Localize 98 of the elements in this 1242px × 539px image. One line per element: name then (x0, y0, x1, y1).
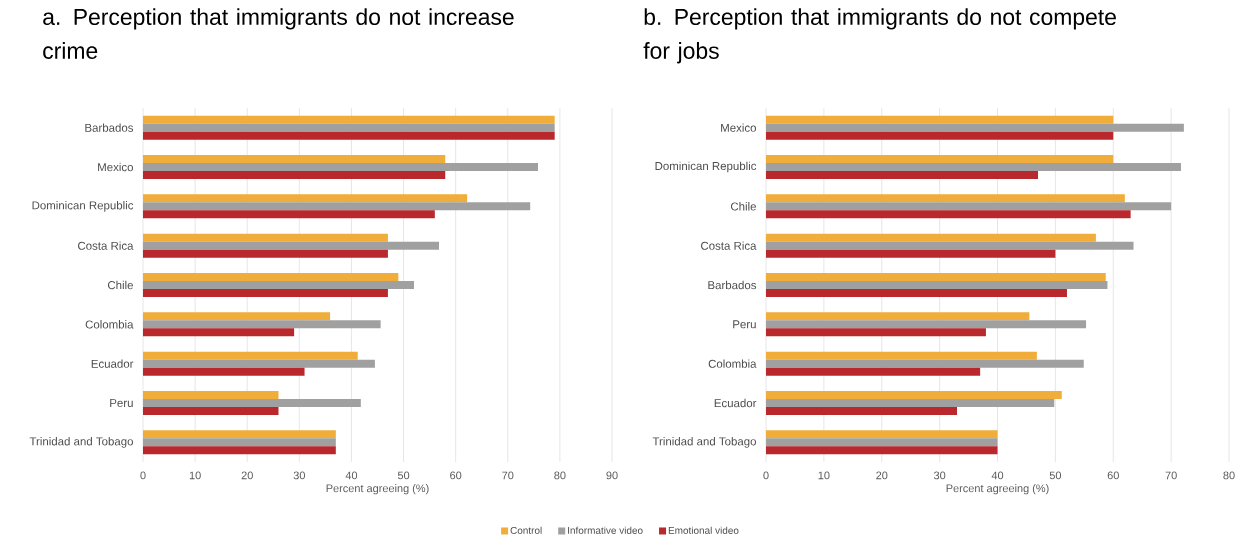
bar (766, 194, 1125, 203)
bar (766, 438, 998, 447)
x-tick-label: 80 (554, 471, 566, 480)
bar (766, 241, 1134, 250)
x-tick-label: 50 (397, 471, 410, 480)
y-tick-label: Chile (107, 280, 133, 290)
chart-title: a. Perception that immigrants do not increase crime (43, 8, 514, 59)
bar (766, 320, 1087, 329)
x-tick-label: 60 (450, 471, 462, 480)
x-tick-label: 40 (991, 471, 1004, 480)
x-tick-label: 0 (763, 471, 769, 480)
y-tick-label: Mexico (721, 123, 757, 132)
bar (766, 280, 1108, 289)
x-tick-label: 30 (293, 471, 305, 480)
bar (143, 406, 279, 415)
bar (143, 280, 414, 289)
x-tick-label: 90 (606, 471, 618, 480)
x-tick-label: 70 (502, 471, 514, 480)
bar (766, 249, 1056, 258)
bar (143, 123, 555, 132)
bar (143, 312, 331, 321)
bar (143, 272, 399, 281)
legend-label: Informative video (568, 526, 643, 534)
y-tick-label: Trinidad and Tobago (652, 436, 756, 448)
x-tick-label: 0 (140, 471, 146, 480)
x-tick-label: 30 (933, 471, 946, 480)
bar (143, 430, 336, 439)
bar (766, 398, 1055, 407)
bar (766, 123, 1184, 132)
bar (143, 249, 388, 258)
y-tick-label: Barbados (85, 123, 134, 132)
chart-title: b. Perception that immigrants do not compete for jobs (643, 8, 1116, 64)
bar (766, 359, 1084, 368)
bar (143, 115, 555, 124)
y-tick-label: Ecuador (714, 398, 757, 408)
y-tick-label: Barbados (708, 280, 757, 290)
bar (766, 115, 1114, 124)
bar (766, 154, 1114, 163)
y-tick-label: Dominican Republic (655, 161, 757, 173)
y-tick-label: Costa Rica (701, 241, 757, 250)
bar (143, 398, 361, 407)
x-tick-label: 50 (1049, 471, 1062, 480)
bar (766, 131, 1114, 140)
bar (143, 210, 435, 219)
bar (143, 202, 531, 211)
bar (143, 320, 381, 329)
y-tick-label: Peru (733, 320, 756, 329)
y-tick-label: Trinidad and Tobago (29, 436, 133, 448)
bar (766, 162, 1181, 171)
y-tick-label: Mexico (98, 162, 133, 172)
x-axis-title: Percent agreeing (%) (326, 483, 429, 495)
bar (143, 351, 358, 360)
y-tick-label: Ecuador (91, 359, 134, 368)
bar (766, 390, 1062, 399)
bar (143, 154, 446, 163)
x-tick-label: 10 (818, 471, 830, 480)
bar (143, 233, 388, 242)
bar (143, 131, 555, 140)
bar (143, 390, 279, 399)
x-tick-label: 60 (1107, 471, 1119, 480)
x-tick-label: 10 (189, 471, 201, 480)
bar (143, 367, 305, 376)
x-tick-label: 70 (1165, 471, 1177, 480)
legend-label: Control (510, 526, 542, 534)
bar (766, 328, 986, 337)
bar (766, 351, 1037, 360)
x-tick-label: 20 (876, 471, 888, 480)
y-tick-label: Chile (730, 201, 756, 211)
y-tick-label: Costa Rica (78, 241, 134, 250)
bar (766, 272, 1106, 281)
x-tick-label: 80 (1223, 471, 1235, 480)
bar (766, 406, 957, 415)
bar (766, 446, 998, 455)
bar (143, 162, 539, 171)
x-axis-title: Percent agreeing (%) (946, 483, 1049, 495)
bar (143, 170, 446, 179)
bar (766, 233, 1096, 242)
y-tick-label: Peru (110, 398, 133, 407)
bar (766, 210, 1131, 219)
bar (143, 359, 375, 368)
bar (766, 312, 1030, 321)
bar (766, 367, 981, 376)
bar (143, 194, 468, 203)
bar (143, 328, 295, 337)
x-tick-label: 20 (241, 471, 253, 480)
bar (143, 438, 336, 447)
bar (766, 430, 998, 439)
bar (143, 288, 388, 297)
bar (766, 170, 1039, 179)
bar (766, 288, 1067, 297)
x-tick-label: 40 (345, 471, 358, 480)
y-tick-label: Colombia (708, 359, 757, 368)
bar (143, 446, 336, 455)
y-tick-label: Colombia (85, 319, 134, 329)
legend-label: Emotional video (668, 526, 739, 534)
bar (766, 202, 1172, 211)
bar (143, 241, 439, 250)
y-tick-label: Dominican Republic (32, 200, 134, 212)
